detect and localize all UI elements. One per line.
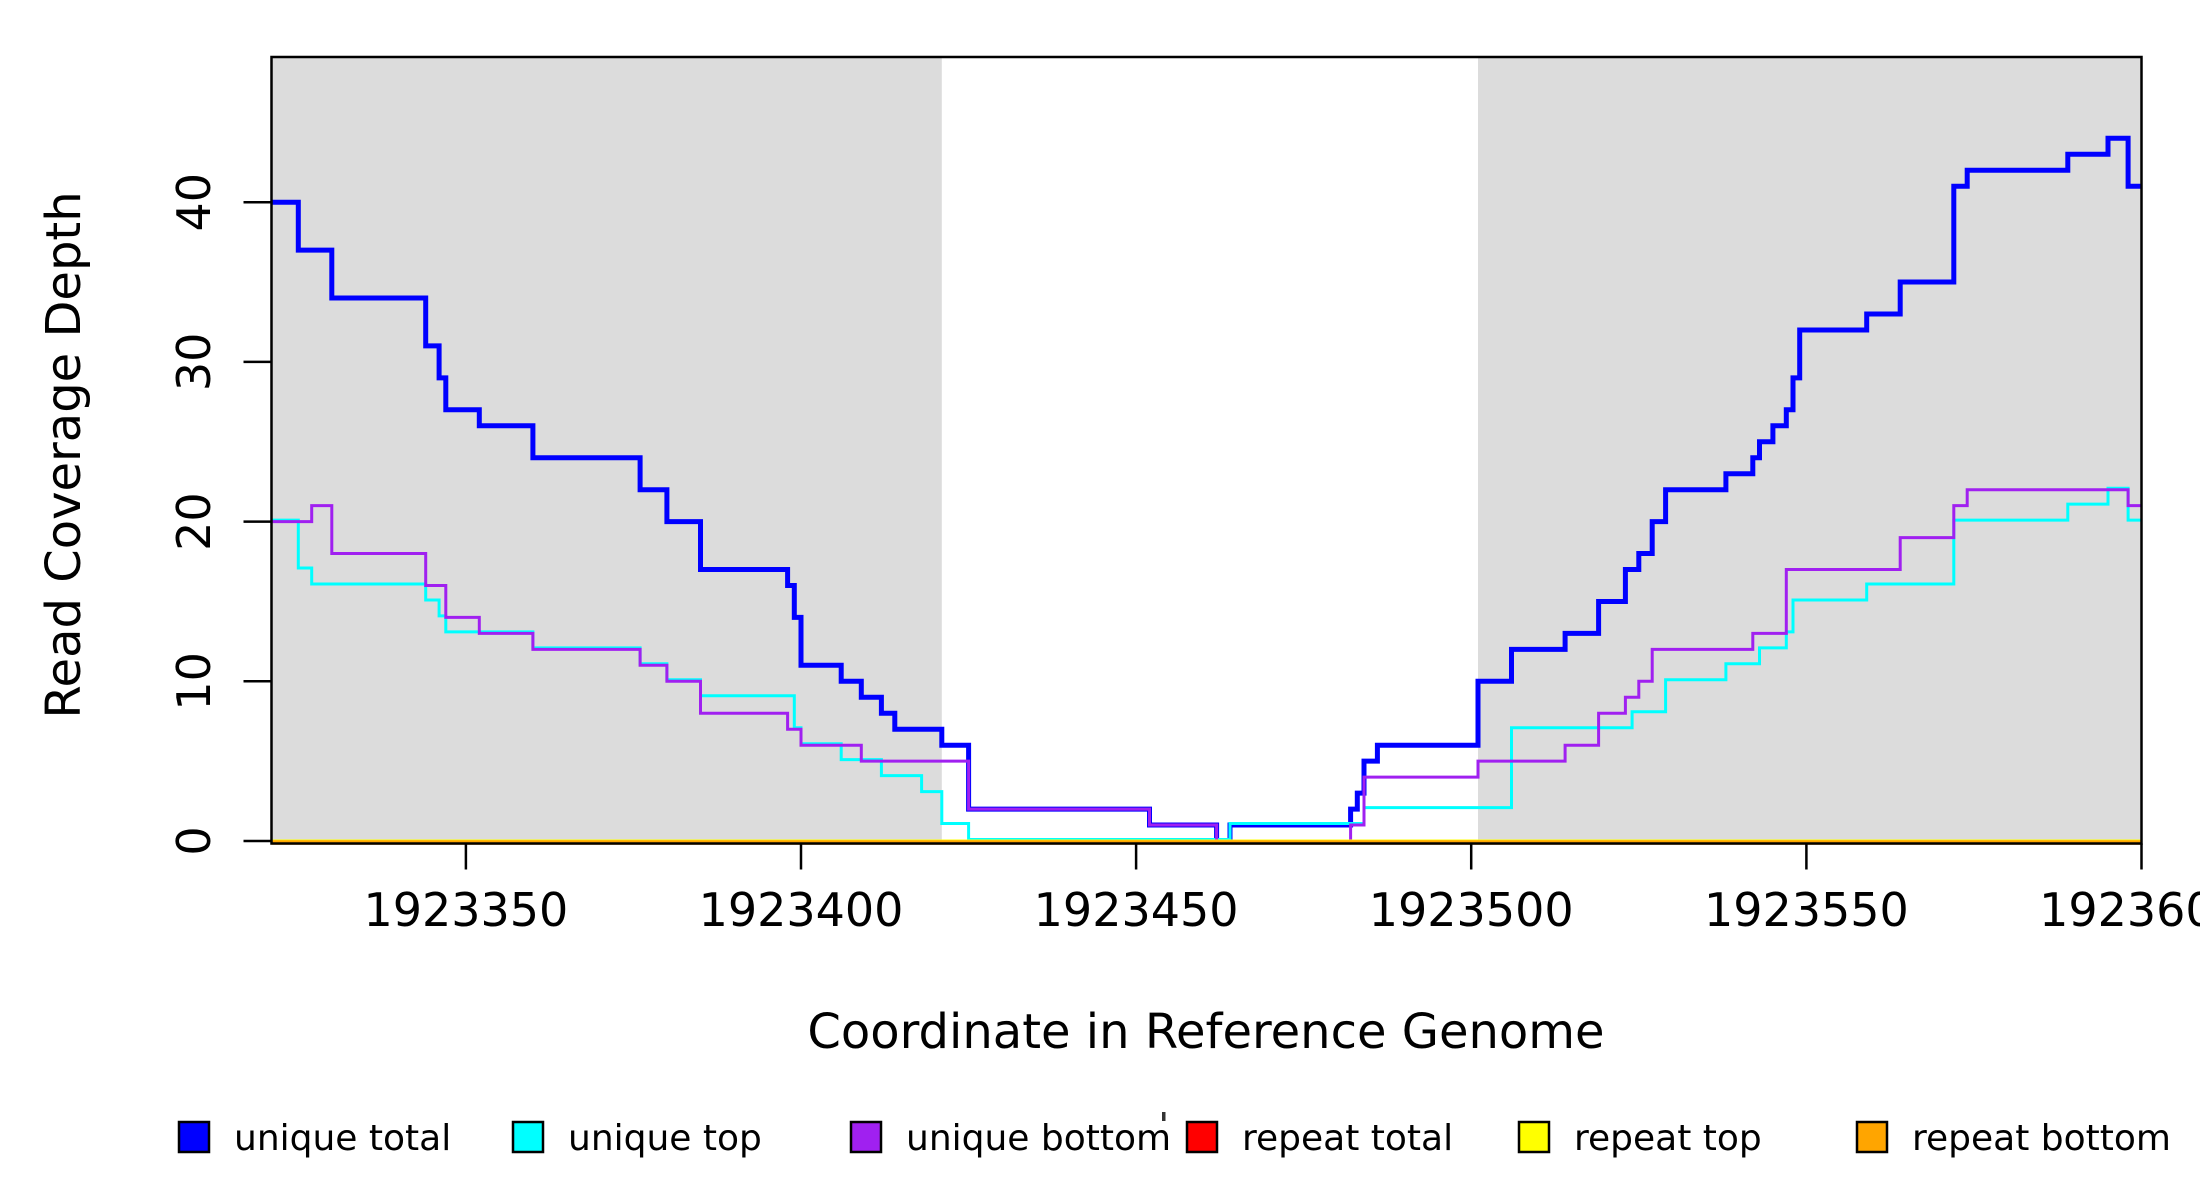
stray-mark <box>1162 1112 1166 1121</box>
shaded-region <box>1478 57 2142 844</box>
legend-item-unique-total: unique total <box>177 1118 451 1159</box>
legend-label: unique bottom <box>906 1118 1171 1159</box>
y-tick-label: 10 <box>167 652 221 711</box>
y-axis-title: Read Coverage Depth <box>36 191 92 718</box>
legend-label: repeat bottom <box>1912 1118 2171 1159</box>
plot-box <box>270 55 2143 845</box>
x-tick-label: 1923550 <box>1704 883 1909 937</box>
y-tick-label: 30 <box>167 333 221 392</box>
legend-swatch <box>177 1120 211 1154</box>
legend-item-repeat-bottom: repeat bottom <box>1855 1118 2171 1159</box>
legend-label: unique top <box>568 1118 762 1159</box>
legend-swatch <box>1855 1120 1889 1154</box>
y-tick-label: 40 <box>167 173 221 232</box>
y-tick-label: 20 <box>167 492 221 551</box>
series-unique-bottom <box>271 488 2142 843</box>
x-tick-label: 1923600 <box>2039 883 2200 937</box>
legend-label: repeat total <box>1242 1118 1453 1159</box>
legend-item-repeat-total: repeat total <box>1185 1118 1453 1159</box>
x-tick-label: 1923400 <box>699 883 904 937</box>
legend-swatch <box>1517 1120 1551 1154</box>
legend-item-repeat-top: repeat top <box>1517 1118 1762 1159</box>
legend: unique total unique top unique bottom repea… <box>177 1112 2171 1159</box>
series-unique-total <box>271 135 2142 844</box>
series-unique-top <box>271 486 2142 841</box>
legend-label: repeat top <box>1574 1118 1762 1159</box>
x-tick-label: 1923500 <box>1369 883 1574 937</box>
legend-label: unique total <box>234 1118 451 1159</box>
x-tick-label: 1923350 <box>363 883 568 937</box>
axes-layer: 1923350 1923400 1923450 1923500 1923550 19236… <box>167 55 2200 937</box>
legend-swatch <box>511 1120 545 1154</box>
x-axis-title: Coordinate in Reference Genome <box>807 1004 1604 1060</box>
legend-swatch <box>849 1120 883 1154</box>
legend-item-unique-bottom: unique bottom <box>849 1118 1171 1159</box>
shaded-bands-layer <box>271 57 2142 844</box>
shaded-region <box>271 57 942 844</box>
legend-swatch <box>1185 1120 1219 1154</box>
legend-item-unique-top: unique top <box>511 1118 762 1159</box>
y-tick-label: 0 <box>167 826 221 855</box>
x-tick-label: 1923450 <box>1034 883 1239 937</box>
